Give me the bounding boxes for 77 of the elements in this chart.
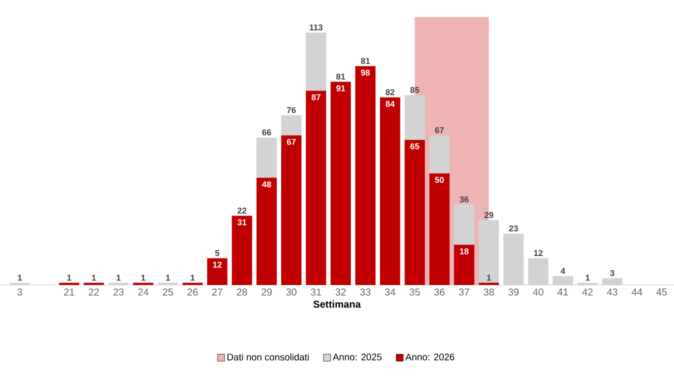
x-tick-label: 43 xyxy=(606,288,618,296)
bar xyxy=(306,90,326,285)
data-label: 12 xyxy=(213,262,222,268)
x-tick-label: 34 xyxy=(384,288,396,296)
bar xyxy=(355,66,376,285)
x-tick-label: 31 xyxy=(310,288,322,296)
x-tick-label: 21 xyxy=(64,288,74,296)
text: 22 xyxy=(238,208,246,214)
data-label: 12 xyxy=(534,250,543,256)
data-label: 1 xyxy=(141,274,146,281)
x-tick-label: 27 xyxy=(212,288,222,296)
bar xyxy=(380,97,400,285)
data-label: 65 xyxy=(410,143,420,150)
legend-label: Dati non consolidati xyxy=(228,354,309,360)
x-tick-label: 37 xyxy=(458,288,470,296)
data-label: 66 xyxy=(262,129,272,136)
text: 5 xyxy=(215,250,220,256)
data-label: 1 xyxy=(487,274,491,281)
x-tick-label: 3 xyxy=(17,288,22,296)
x-tick-label: 40 xyxy=(532,288,544,296)
x-tick-label: 35 xyxy=(410,288,420,296)
data-label: 31 xyxy=(237,219,246,226)
bar xyxy=(478,220,499,285)
x-tick-label: 39 xyxy=(508,288,519,296)
x-tick-label: 22 xyxy=(88,288,99,296)
data-label: 1 xyxy=(18,274,22,281)
bar xyxy=(207,258,228,285)
data-label: 4 xyxy=(560,268,566,274)
data-label: 84 xyxy=(386,100,395,107)
data-label: 1 xyxy=(586,274,590,281)
x-tick-label: 32 xyxy=(336,288,346,296)
x-tick-label: 28 xyxy=(236,288,248,296)
x-tick-label: 24 xyxy=(138,288,148,296)
data-label: 1 xyxy=(92,274,96,281)
x-tick-label: 45 xyxy=(656,288,667,296)
data-label: 1 xyxy=(67,274,72,281)
data-label: 1 xyxy=(116,274,121,281)
x-tick-label: 23 xyxy=(113,288,124,296)
data-label: 113 xyxy=(310,24,323,30)
bar xyxy=(429,173,450,285)
x-tick-label: 25 xyxy=(162,288,174,296)
bar xyxy=(404,140,425,285)
legend-label: Anno: 2025 xyxy=(332,354,382,360)
data-label: 3 xyxy=(610,270,614,276)
data-label: 98 xyxy=(360,70,370,76)
bar xyxy=(330,82,351,285)
data-label: 1 xyxy=(166,274,170,281)
x-tick-label: 41 xyxy=(558,288,568,296)
text: 81 xyxy=(336,74,346,80)
data-label: 48 xyxy=(262,181,272,188)
x-tick-label: 29 xyxy=(262,288,272,296)
data-label: 50 xyxy=(435,176,444,183)
bar xyxy=(256,178,277,285)
text: 81 xyxy=(360,58,370,64)
x-tick-label: 33 xyxy=(360,288,371,296)
data-label: 87 xyxy=(312,94,320,100)
x-tick-label: 26 xyxy=(188,288,198,296)
bar xyxy=(454,244,474,285)
data-label: 91 xyxy=(336,85,346,92)
data-label: 36 xyxy=(460,196,469,202)
data-label: 85 xyxy=(410,86,420,93)
x-tick-label: 30 xyxy=(286,288,296,296)
x-axis-title: Settimana xyxy=(313,300,361,308)
bar xyxy=(232,216,252,285)
data-label: 67 xyxy=(435,127,444,134)
data-label: 23 xyxy=(509,225,518,232)
x-tick-label: 38 xyxy=(484,288,494,296)
x-tick-label: 36 xyxy=(434,288,445,296)
data-label: 67 xyxy=(286,138,296,145)
x-tick-label: 44 xyxy=(632,288,642,296)
data-label: 18 xyxy=(460,248,469,254)
x-tick-label: 42 xyxy=(582,288,593,296)
data-label: 76 xyxy=(286,107,296,114)
text: 82 xyxy=(386,89,394,96)
legend-label: Anno: 2026 xyxy=(405,354,454,360)
data-label: 29 xyxy=(484,212,494,218)
data-label: 1 xyxy=(190,274,195,281)
